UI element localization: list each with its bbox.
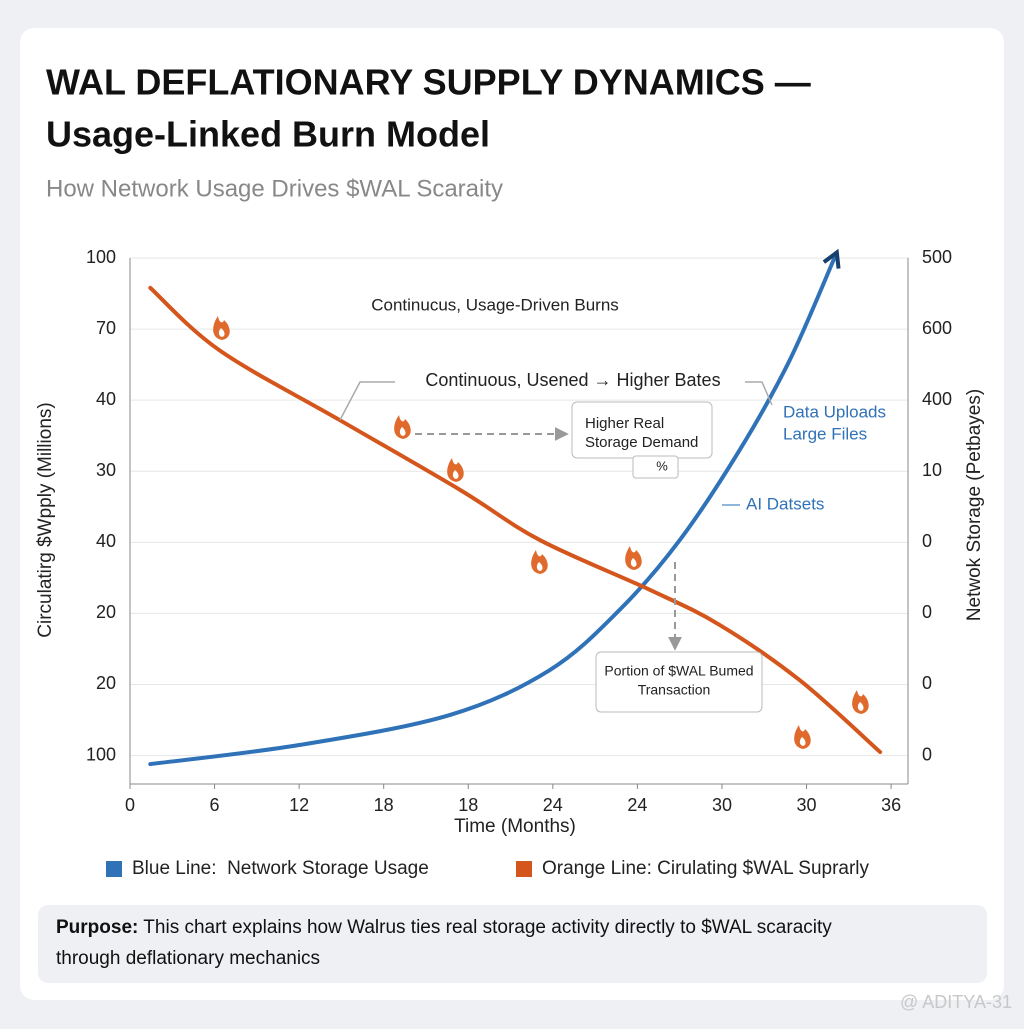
purpose-text: Purpose: This chart explains how Walrus … (56, 917, 832, 938)
flame-icon (394, 415, 411, 439)
y-tick-label: 40 (96, 389, 116, 409)
annotation: Storage Demand (585, 434, 698, 451)
y2-tick-label: 0 (922, 673, 932, 693)
chart-title: WAL DEFLATIONARY SUPPLY DYNAMICS — (46, 62, 811, 103)
x-axis-label: Time (Months) (454, 816, 576, 837)
annotation: Portion of $WAL Bumed (604, 663, 753, 679)
y2-tick-label: 0 (922, 602, 932, 622)
purpose-label: Purpose: (56, 917, 138, 938)
x-tick-label: 18 (458, 795, 478, 815)
x-tick-label: 36 (881, 795, 901, 815)
y2-tick-label: 500 (922, 247, 952, 267)
callout-box (632, 455, 679, 479)
y-tick-label: 20 (96, 673, 116, 693)
annotation: Data Uploads (783, 402, 886, 421)
x-tick-label: 30 (712, 795, 732, 815)
annotation: Continucus, Usage-Driven Burns (371, 295, 619, 314)
x-tick-label: 0 (125, 795, 135, 815)
legend-swatch (106, 861, 122, 877)
watermark: @ ADITYA-31 (900, 992, 1012, 1012)
y-tick-label: 20 (96, 602, 116, 622)
annotation: Higher Real (585, 415, 664, 432)
callout-box (595, 651, 763, 713)
purpose-body: This chart explains how Walrus ties real… (138, 917, 832, 938)
flame-icon (794, 725, 811, 749)
y-tick-label: 70 (96, 318, 116, 338)
x-tick-label: 12 (289, 795, 309, 815)
series-line (148, 248, 841, 767)
y2-tick-label: 10 (922, 460, 942, 480)
callout-line (339, 381, 773, 421)
annotation: Transaction (638, 682, 711, 698)
x-tick-label: 24 (543, 795, 563, 815)
x-tick-label: 24 (627, 795, 647, 815)
series-line (148, 285, 883, 755)
card (20, 28, 1004, 1000)
annotation: Continuous, Usened → Higher Bates (425, 370, 720, 390)
flame-icon (213, 316, 230, 340)
y-tick-label: 40 (96, 531, 116, 551)
annotation: AI Datsets (746, 494, 824, 513)
flame-icon (447, 458, 464, 482)
y2-tick-label: 400 (922, 389, 952, 409)
y2-tick-label: 600 (922, 318, 952, 338)
x-tick-label: 6 (210, 795, 220, 815)
legend-label: Orange Line: Cirulating $WAL Suprarly (542, 858, 870, 879)
legend-swatch (516, 861, 532, 877)
flame-icon (852, 690, 869, 714)
purpose-text: through deflationary mechanics (56, 948, 320, 969)
x-tick-label: 30 (797, 795, 817, 815)
y2-tick-label: 0 (922, 744, 932, 764)
chart-subtitle: How Network Usage Drives $WAL Scaraity (46, 175, 503, 202)
annotation: Large Files (783, 424, 867, 443)
y-tick-label: 100 (86, 247, 116, 267)
annotation: % (656, 458, 668, 473)
y-tick-label: 100 (86, 744, 116, 764)
flame-icon (625, 546, 642, 570)
chart-title: Usage-Linked Burn Model (46, 114, 490, 155)
purpose-box (38, 905, 987, 983)
y2-axis-label: Netwok Storage (Petbayes) (964, 389, 985, 621)
y2-tick-label: 0 (922, 531, 932, 551)
y-axis-label: Circulatirg $Wpply (Millions) (35, 402, 56, 637)
legend: Blue Line: Network Storage Usage Orange L… (106, 858, 870, 879)
flame-icon (531, 550, 548, 574)
legend-label: Blue Line: Network Storage Usage (132, 858, 429, 879)
y-tick-label: 30 (96, 460, 116, 480)
x-tick-label: 18 (374, 795, 394, 815)
